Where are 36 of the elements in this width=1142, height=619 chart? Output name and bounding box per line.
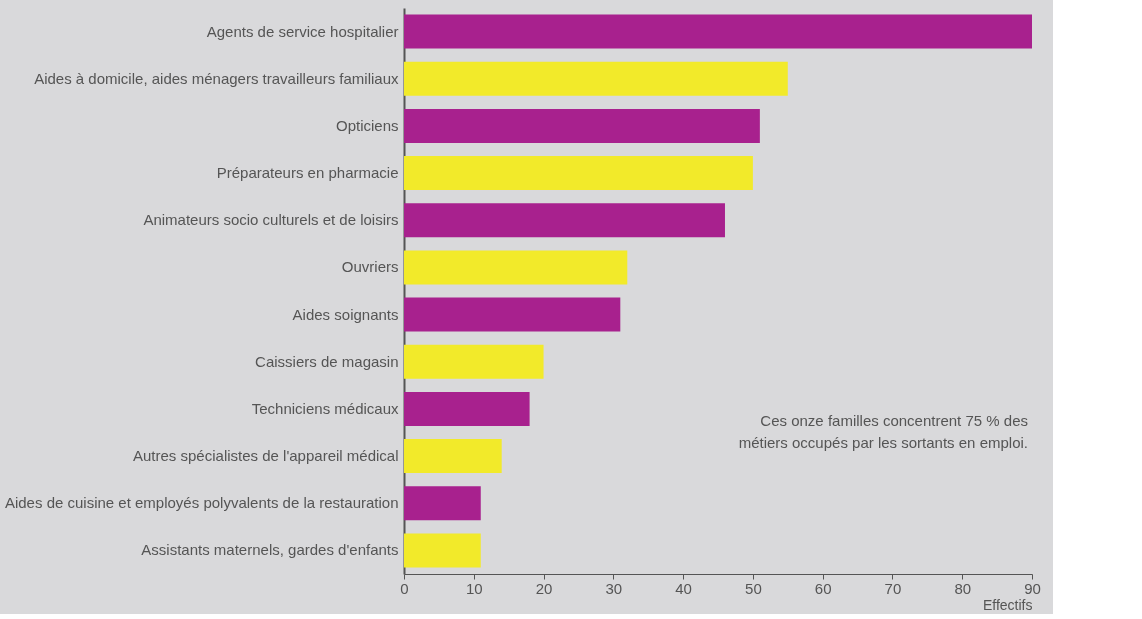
bar — [404, 250, 628, 285]
y-tick-label: Préparateurs en pharmacie — [216, 164, 399, 182]
bar — [404, 156, 753, 191]
bar — [404, 533, 481, 568]
y-tick-label: Animateurs socio culturels et de loisirs — [143, 211, 399, 229]
x-tick-label: 90 — [1024, 579, 1041, 597]
bar — [404, 61, 788, 96]
bar — [404, 439, 502, 474]
y-tick-label: Aides soignants — [292, 305, 399, 323]
x-tick-label: 10 — [465, 579, 483, 597]
annotation: Ces onze familles concentrent 75 % des métiers occupés par les sortants en emploi. — [738, 412, 1028, 451]
x-tick-label: 60 — [814, 579, 832, 597]
y-tick-label: Assistants maternels, gardes d'enfants — [141, 541, 399, 559]
y-tick-label: Techniciens médicaux — [251, 399, 399, 417]
y-tick-label: Aides de cuisine et employés polyvalents de la restauration — [4, 494, 399, 512]
y-tick-label: Aides à domicile, aides ménagers travailleurs familiaux — [34, 69, 399, 87]
y-tick-label: Autres spécialistes de l'appareil médical — [133, 447, 399, 465]
bar — [404, 14, 1032, 49]
bar — [404, 108, 760, 143]
x-tick-label: 40 — [675, 579, 692, 597]
bar — [404, 486, 481, 521]
x-tick-label: 20 — [535, 579, 553, 597]
x-axis-title: Effectifs — [982, 596, 1033, 613]
x-tick-label: 0 — [400, 579, 409, 597]
x-tick-label: 50 — [745, 579, 762, 597]
bar — [404, 203, 725, 238]
x-tick-label: 80 — [954, 579, 972, 597]
bar — [404, 391, 530, 426]
y-tick-label: Ouvriers — [341, 258, 399, 276]
x-tick-label: 70 — [884, 579, 902, 597]
x-tick-label: 30 — [605, 579, 623, 597]
y-tick-label: Agents de service hospitalier — [206, 22, 399, 40]
y-tick-label: Caissiers de magasin — [255, 352, 399, 370]
y-tick-label: Opticiens — [335, 116, 399, 134]
bar — [404, 297, 621, 332]
bar — [404, 344, 544, 379]
